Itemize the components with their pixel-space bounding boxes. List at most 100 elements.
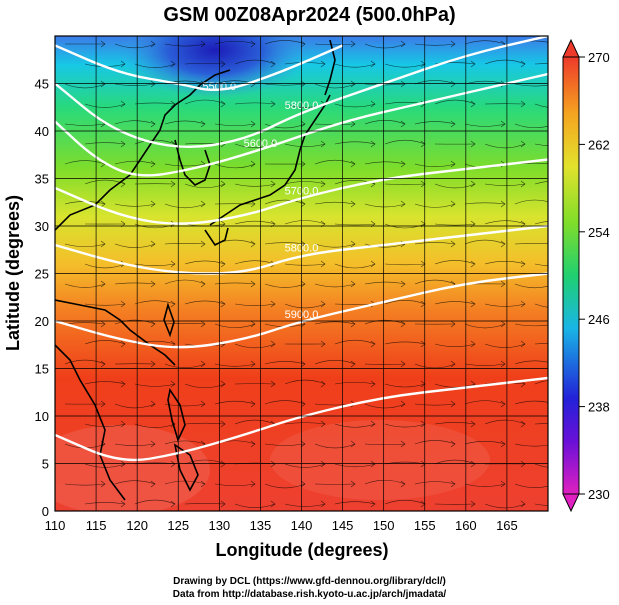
streamline-arrow <box>400 480 406 488</box>
streamline <box>534 423 548 425</box>
streamline <box>134 383 176 387</box>
streamline-arrow <box>400 160 406 168</box>
chart-title: GSM 00Z08Apr2024 (500.0hPa) <box>163 4 456 26</box>
streamline <box>234 102 276 105</box>
colorbar-tick-label: 230 <box>588 487 610 502</box>
streamline <box>334 501 376 505</box>
colorbar-tick-label: 262 <box>588 137 610 152</box>
streamline <box>434 301 476 305</box>
streamline <box>214 400 256 405</box>
tropical-warm-patch <box>55 425 210 511</box>
streamline-arrow <box>470 180 476 188</box>
streamline <box>364 203 406 208</box>
streamline <box>184 422 226 425</box>
streamline <box>534 380 548 385</box>
streamline-arrow <box>350 480 356 488</box>
streamline <box>164 323 206 325</box>
streamline <box>484 419 526 425</box>
streamline-arrow <box>500 480 506 488</box>
streamline <box>214 323 256 328</box>
streamline-arrow <box>220 100 226 108</box>
streamline-arrow <box>220 420 226 428</box>
streamline-arrow <box>300 40 306 48</box>
streamline-arrow <box>100 80 106 88</box>
streamline <box>384 263 426 266</box>
streamline-arrow <box>350 360 356 368</box>
streamline-arrow <box>551 41 555 47</box>
streamline-arrow <box>120 100 126 108</box>
streamline-arrow <box>300 200 306 208</box>
streamline <box>514 123 548 129</box>
streamline <box>84 340 126 345</box>
streamline <box>384 341 426 345</box>
streamline-arrow <box>220 500 226 508</box>
streamline-arrow <box>470 60 476 68</box>
streamline <box>484 303 526 307</box>
streamline <box>534 103 548 108</box>
streamline <box>364 403 406 409</box>
streamline-arrow <box>200 240 206 248</box>
y-tick-label: 30 <box>35 219 49 234</box>
streamline <box>434 383 476 388</box>
streamline <box>114 243 156 248</box>
streamline-arrow <box>270 300 276 308</box>
streamline-arrow <box>520 340 526 348</box>
streamline <box>64 359 106 365</box>
streamline <box>514 283 548 289</box>
y-tick-label: 20 <box>35 314 49 329</box>
streamline <box>184 300 226 305</box>
streamline-arrow <box>370 420 376 428</box>
streamline-arrow <box>320 60 326 68</box>
streamline-arrow <box>350 320 356 328</box>
streamline-arrow <box>320 340 326 348</box>
y-axis-ticks: 0 5 10 15 20 25 30 35 40 45 <box>35 77 49 520</box>
streamline <box>234 343 276 349</box>
streamline-arrow <box>100 240 106 248</box>
streamline-arrow <box>200 120 206 128</box>
streamline-arrow <box>100 280 106 288</box>
streamline <box>514 83 548 87</box>
streamline <box>534 463 548 468</box>
streamline-arrow <box>370 380 376 388</box>
streamline-arrow <box>250 360 256 368</box>
streamline-arrow <box>450 200 456 208</box>
streamline <box>434 183 476 189</box>
streamline-arrow <box>450 80 456 88</box>
height-contour <box>55 72 548 177</box>
streamline <box>284 303 326 309</box>
streamline-arrow <box>120 300 126 308</box>
coast-asia-mainland <box>55 69 231 231</box>
streamline-arrow <box>100 480 106 488</box>
streamline <box>84 303 126 306</box>
streamline-arrow <box>520 180 526 188</box>
streamline <box>464 40 506 45</box>
streamline <box>514 400 548 405</box>
streamline <box>234 220 276 225</box>
streamline <box>134 499 176 505</box>
streamline-arrow <box>100 40 106 48</box>
streamline <box>434 260 476 265</box>
streamline <box>164 279 206 285</box>
streamline <box>84 142 126 145</box>
x-tick-label: 165 <box>496 518 518 533</box>
streamline-arrow <box>300 480 306 488</box>
streamline-arrow <box>300 160 306 168</box>
x-axis-ticks: 110 115 120 125 130 135 140 145 150 155 160 165 <box>45 518 518 533</box>
streamline <box>514 199 548 205</box>
streamline <box>214 282 256 285</box>
streamline-arrow <box>250 40 256 48</box>
streamline-arrow <box>320 260 326 268</box>
streamline <box>64 123 106 126</box>
streamline <box>314 443 356 449</box>
coast-taiwan <box>163 302 175 338</box>
streamline-arrow <box>120 180 126 188</box>
streamline <box>364 43 406 49</box>
streamline-arrow <box>270 340 276 348</box>
streamline-arrow <box>400 40 406 48</box>
streamline-arrow <box>551 281 555 287</box>
y-tick-label: 40 <box>35 124 49 139</box>
streamline <box>414 43 456 46</box>
coast-china-south <box>55 299 176 366</box>
streamline-arrow <box>100 360 106 368</box>
streamline-arrow <box>270 460 276 468</box>
